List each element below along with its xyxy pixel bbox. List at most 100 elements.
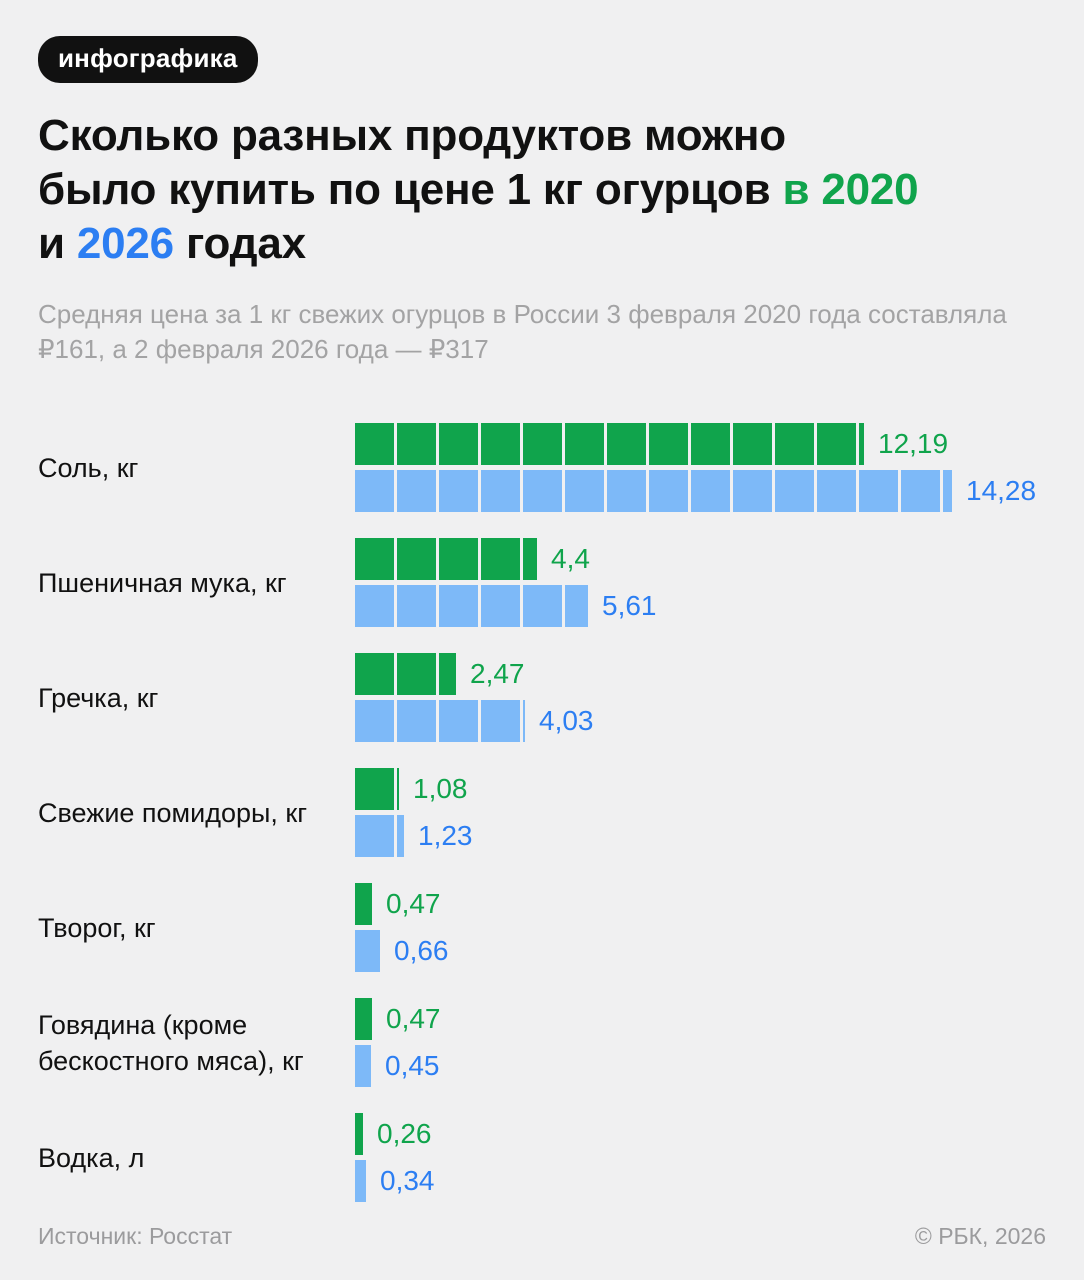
bar-segment — [397, 585, 436, 627]
bar-group: 2,47 4,03 — [355, 653, 1046, 742]
bar-2020 — [355, 423, 864, 465]
bar-segment — [439, 470, 478, 512]
bar-line-2026: 14,28 — [355, 470, 1046, 512]
bar-2026 — [355, 930, 380, 972]
bar-segment — [607, 423, 646, 465]
bar-group: 0,47 0,45 — [355, 998, 1046, 1087]
bar-segment — [397, 815, 404, 857]
bar-segment — [523, 700, 525, 742]
bar-segment — [565, 470, 604, 512]
bar-line-2020: 12,19 — [355, 423, 1046, 465]
bar-segment — [355, 700, 394, 742]
bar-segment — [397, 470, 436, 512]
bar-segment — [355, 1045, 371, 1087]
chart-row: Свежие помидоры, кг 1,08 1,23 — [38, 768, 1046, 857]
value-label: 1,08 — [413, 773, 468, 804]
value-label: 0,34 — [380, 1165, 435, 1196]
bar-segment — [397, 423, 436, 465]
bar-segment — [691, 470, 730, 512]
bar-2026 — [355, 1160, 366, 1202]
bar-segment — [691, 423, 730, 465]
bar-segment — [355, 1113, 363, 1155]
bar-segment — [481, 538, 520, 580]
page-title: Сколько разных продуктов можно было купит… — [38, 109, 1046, 271]
category-label: Свежие помидоры, кг — [38, 797, 308, 828]
title-line: Сколько разных продуктов можно — [38, 109, 1046, 163]
value-label: 2,47 — [470, 658, 525, 689]
bar-segment — [355, 585, 394, 627]
chart-row: Водка, л 0,26 0,34 — [38, 1113, 1046, 1202]
category-label: Пшеничная мука, кг — [38, 567, 287, 598]
bar-segment — [355, 1160, 366, 1202]
title-line: и 2026 годах — [38, 217, 1046, 271]
bar-segment — [481, 423, 520, 465]
bar-2020 — [355, 883, 372, 925]
bar-segment — [439, 700, 478, 742]
bar-2026 — [355, 700, 525, 742]
value-label: 0,66 — [394, 935, 449, 966]
category-label: Гречка, кг — [38, 682, 159, 713]
bar-line-2026: 0,45 — [355, 1045, 1046, 1087]
bar-segment — [565, 585, 588, 627]
chart-row: Творог, кг 0,47 0,66 — [38, 883, 1046, 972]
bar-segment — [397, 653, 436, 695]
copyright-label: © РБК, 2026 — [914, 1223, 1046, 1249]
chart-row: Соль, кг 12,19 14,28 — [38, 423, 1046, 512]
bar-2026 — [355, 585, 588, 627]
value-label: 4,03 — [539, 705, 594, 736]
bar-line-2026: 5,61 — [355, 585, 1046, 627]
title-year-green: в 2020 — [782, 165, 919, 214]
value-label: 0,47 — [386, 888, 441, 919]
title-line: было купить по цене 1 кг огурцов в 2020 — [38, 163, 1046, 217]
bar-line-2020: 0,47 — [355, 883, 1046, 925]
category-label: Водка, л — [38, 1142, 145, 1173]
bar-group: 4,4 5,61 — [355, 538, 1046, 627]
value-label: 12,19 — [878, 428, 949, 459]
bar-segment — [523, 423, 562, 465]
source-label: Источник: Росстат — [38, 1223, 233, 1249]
value-label: 4,4 — [551, 543, 590, 574]
bar-segment — [355, 883, 372, 925]
bar-2020 — [355, 768, 399, 810]
bar-segment — [355, 815, 394, 857]
infographic-badge: инфографика — [38, 36, 258, 83]
bar-group: 12,19 14,28 — [355, 423, 1046, 512]
category-label: Соль, кг — [38, 452, 139, 483]
chart-row: Пшеничная мука, кг 4,4 5,61 — [38, 538, 1046, 627]
bar-segment — [481, 700, 520, 742]
bar-segment — [481, 470, 520, 512]
bar-line-2026: 4,03 — [355, 700, 1046, 742]
bar-2020 — [355, 653, 456, 695]
bar-segment — [397, 700, 436, 742]
bar-segment — [355, 423, 394, 465]
bar-segment — [565, 423, 604, 465]
title-text: годах — [173, 219, 306, 268]
bar-segment — [355, 653, 394, 695]
bar-2020 — [355, 538, 537, 580]
value-label: 0,47 — [386, 1003, 441, 1034]
value-label: 0,26 — [377, 1118, 432, 1149]
title-year-blue: 2026 — [76, 219, 174, 268]
bar-line-2020: 1,08 — [355, 768, 1046, 810]
bar-segment — [901, 470, 940, 512]
footer: Источник: Росстат © РБК, 2026 — [38, 1223, 1046, 1250]
bar-group: 0,47 0,66 — [355, 883, 1046, 972]
bar-segment — [943, 470, 952, 512]
bar-segment — [733, 470, 772, 512]
bar-segment — [523, 585, 562, 627]
bar-line-2026: 1,23 — [355, 815, 1046, 857]
bar-segment — [439, 585, 478, 627]
bar-segment — [859, 470, 898, 512]
bar-line-2026: 0,66 — [355, 930, 1046, 972]
bar-segment — [775, 423, 814, 465]
bar-line-2026: 0,34 — [355, 1160, 1046, 1202]
category-label: Творог, кг — [38, 912, 156, 943]
bar-2020 — [355, 998, 372, 1040]
value-label: 0,45 — [385, 1050, 440, 1081]
bar-segment — [397, 768, 399, 810]
bar-segment — [439, 423, 478, 465]
bar-segment — [775, 470, 814, 512]
bar-2026 — [355, 815, 404, 857]
bar-chart: Соль, кг 12,19 14,28 Пшеничная мука, кг 4,4 5… — [38, 423, 1046, 1202]
value-label: 1,23 — [418, 820, 473, 851]
